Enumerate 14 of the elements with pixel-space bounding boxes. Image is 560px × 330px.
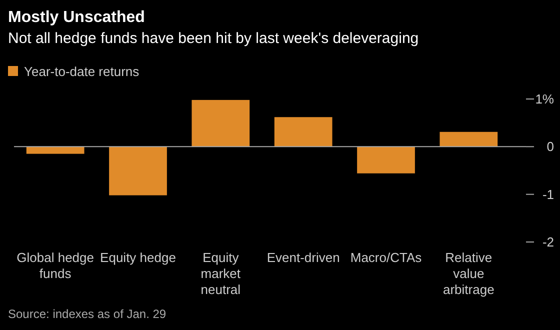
x-tick-label: Equity market neutral [200, 250, 241, 297]
x-tick-label: Macro/CTAs [350, 250, 422, 265]
y-tick-label: -1 [542, 186, 554, 202]
y-tick-label: 0 [546, 139, 554, 154]
chart-title: Mostly Unscathed [8, 9, 145, 26]
x-tick-label: Global hedge funds [16, 250, 94, 281]
chart-subtitle: Not all hedge funds have been hit by last week's deleveraging [8, 30, 419, 47]
x-tick-label: Equity hedge [100, 250, 176, 265]
y-tick-label: 1% [535, 92, 554, 107]
x-tick-label: Relative value arbitrage [443, 250, 494, 297]
legend-label: Year-to-date returns [24, 64, 140, 79]
y-tick-label: -2 [542, 234, 554, 250]
source-note: Source: indexes as of Jan. 29 [8, 307, 166, 321]
x-tick-label: Event-driven [266, 250, 340, 265]
